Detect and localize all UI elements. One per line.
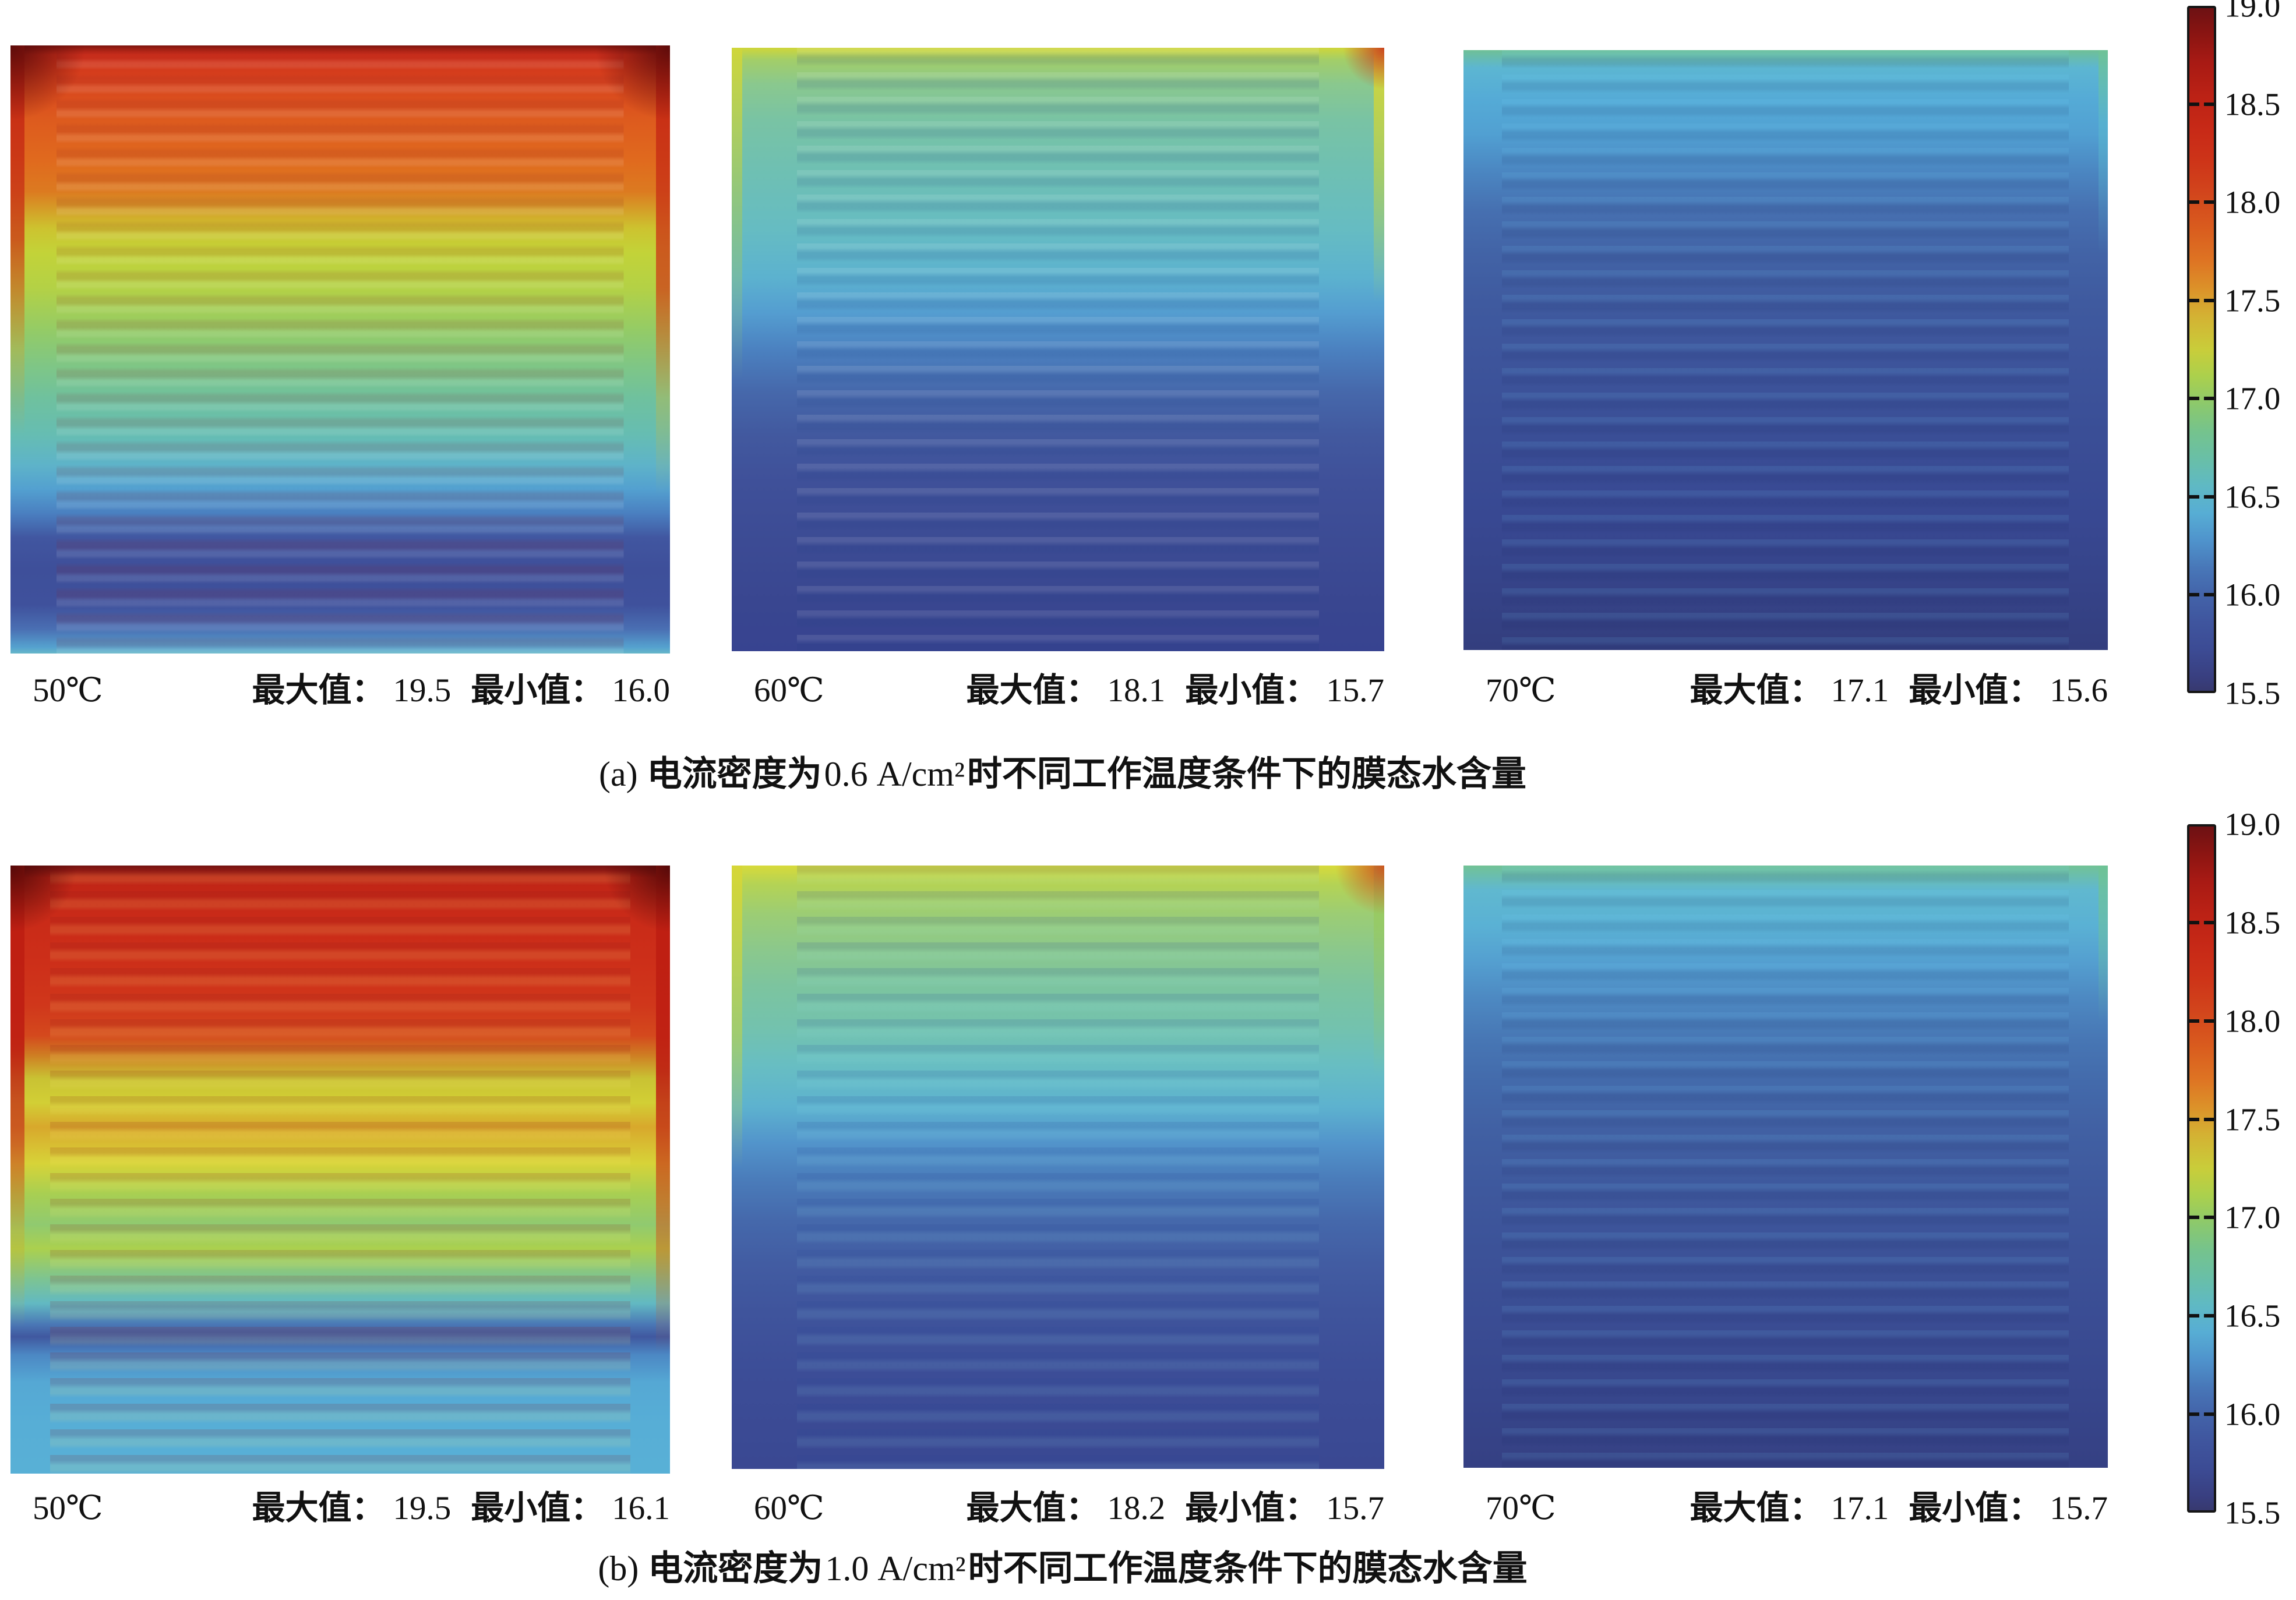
colorbar-a: 19.0 18.5 18.0 17.5 17.0 16.5 16.0 15.5	[2187, 0, 2280, 709]
subplot-label-b-60c: 60℃ 最大值： 18.2 最小值： 15.7	[732, 1484, 1384, 1532]
heatmap-b-60c	[732, 866, 1384, 1469]
colorbar-gradient	[2187, 6, 2216, 693]
subplot-label-b-50c: 50℃ 最大值： 19.5 最小值： 16.1	[10, 1484, 670, 1532]
max-value: 18.1	[1107, 672, 1166, 709]
panel-caption-b: (b) 电流密度为1.0 A/cm²时不同工作温度条件下的膜态水含量	[0, 1549, 2125, 1588]
min-value: 15.7	[1326, 672, 1384, 709]
colorbar-tick-label: 17.0	[2224, 380, 2281, 416]
colorbar-tick-label: 19.0	[2224, 806, 2281, 842]
heatmap-b-50c	[10, 866, 670, 1474]
heatmap-a-70c	[1463, 50, 2108, 650]
max-label: 最大值：	[966, 1489, 1099, 1527]
colorbar-tick-label: 16.5	[2224, 1298, 2281, 1334]
min-label: 最小值：	[1185, 1489, 1318, 1527]
max-label: 最大值：	[1690, 672, 1823, 709]
stats-label: 最大值： 19.5 最小值： 16.0	[252, 674, 671, 707]
colorbar-tick-label: 15.5	[2224, 1495, 2281, 1531]
colorbar-tick-label: 17.0	[2224, 1199, 2281, 1235]
temperature-label: 70℃	[1486, 1489, 1556, 1527]
colorbar-tick-label: 17.5	[2224, 282, 2281, 319]
subplot-label-b-70c: 70℃ 最大值： 17.1 最小值： 15.7	[1463, 1484, 2108, 1532]
colorbar-tick-label: 19.0	[2224, 0, 2281, 24]
caption-text: 电流密度为	[647, 755, 822, 793]
max-label: 最大值：	[252, 1489, 385, 1527]
colorbar-tick-label: 16.0	[2224, 577, 2281, 613]
colorbar-b: 19.0 18.5 18.0 17.5 17.0 16.5 16.0 15.5	[2187, 808, 2280, 1529]
min-value: 16.0	[612, 672, 670, 709]
min-label: 最小值：	[1185, 672, 1318, 709]
subplot-label-a-50c: 50℃ 最大值： 19.5 最小值： 16.0	[10, 666, 670, 714]
caption-current-density: 1.0 A/cm²	[825, 1549, 966, 1588]
stats-label: 最大值： 18.2 最小值： 15.7	[967, 1492, 1385, 1525]
caption-current-density: 0.6 A/cm²	[824, 755, 965, 793]
max-value: 18.2	[1107, 1489, 1166, 1527]
heatmap-b-70c	[1463, 866, 2108, 1468]
max-label: 最大值：	[1690, 1489, 1823, 1527]
max-label: 最大值：	[252, 672, 385, 709]
temperature-label: 50℃	[33, 1489, 103, 1527]
temperature-label: 50℃	[33, 672, 103, 709]
colorbar-tick-label: 16.0	[2224, 1396, 2281, 1432]
colorbar-tick-label: 18.0	[2224, 1003, 2281, 1039]
caption-index: (b)	[598, 1549, 639, 1588]
stats-label: 最大值： 17.1 最小值： 15.7	[1690, 1492, 2108, 1525]
colorbar-tick-label: 18.5	[2224, 86, 2281, 122]
caption-text: 电流密度为	[648, 1549, 823, 1588]
colorbar-tick-label: 18.5	[2224, 905, 2281, 941]
colorbar-tick-label: 16.5	[2224, 479, 2281, 515]
max-value: 17.1	[1831, 1489, 1889, 1527]
heatmap-a-60c	[732, 48, 1384, 651]
caption-text: 时不同工作温度条件下的膜态水含量	[967, 755, 1526, 793]
max-value: 17.1	[1831, 672, 1889, 709]
min-label: 最小值：	[471, 672, 604, 709]
min-label: 最小值：	[1909, 1489, 2042, 1527]
min-value: 16.1	[612, 1489, 670, 1527]
max-value: 19.5	[393, 672, 452, 709]
caption-text: 时不同工作温度条件下的膜态水含量	[968, 1549, 1528, 1588]
max-value: 19.5	[393, 1489, 452, 1527]
colorbar-tick-label: 18.0	[2224, 184, 2281, 220]
temperature-label: 60℃	[754, 672, 824, 709]
heatmap-a-50c	[10, 45, 670, 654]
max-label: 最大值：	[966, 672, 1099, 709]
stats-label: 最大值： 18.1 最小值： 15.7	[967, 674, 1385, 707]
colorbar-gradient	[2187, 824, 2216, 1513]
min-label: 最小值：	[471, 1489, 604, 1527]
min-label: 最小值：	[1909, 672, 2042, 709]
min-value: 15.7	[1326, 1489, 1384, 1527]
temperature-label: 70℃	[1486, 672, 1556, 709]
stats-label: 最大值： 19.5 最小值： 16.1	[252, 1492, 671, 1525]
min-value: 15.7	[2050, 1489, 2108, 1527]
colorbar-tick-label: 17.5	[2224, 1101, 2281, 1138]
colorbar-tick-label: 15.5	[2224, 675, 2281, 711]
caption-index: (a)	[599, 755, 638, 793]
stats-label: 最大值： 17.1 最小值： 15.6	[1690, 674, 2108, 707]
temperature-label: 60℃	[754, 1489, 824, 1527]
panel-caption-a: (a) 电流密度为0.6 A/cm²时不同工作温度条件下的膜态水含量	[0, 755, 2125, 793]
min-value: 15.6	[2050, 672, 2108, 709]
subplot-label-a-60c: 60℃ 最大值： 18.1 最小值： 15.7	[732, 666, 1384, 714]
subplot-label-a-70c: 70℃ 最大值： 17.1 最小值： 15.6	[1463, 666, 2108, 714]
